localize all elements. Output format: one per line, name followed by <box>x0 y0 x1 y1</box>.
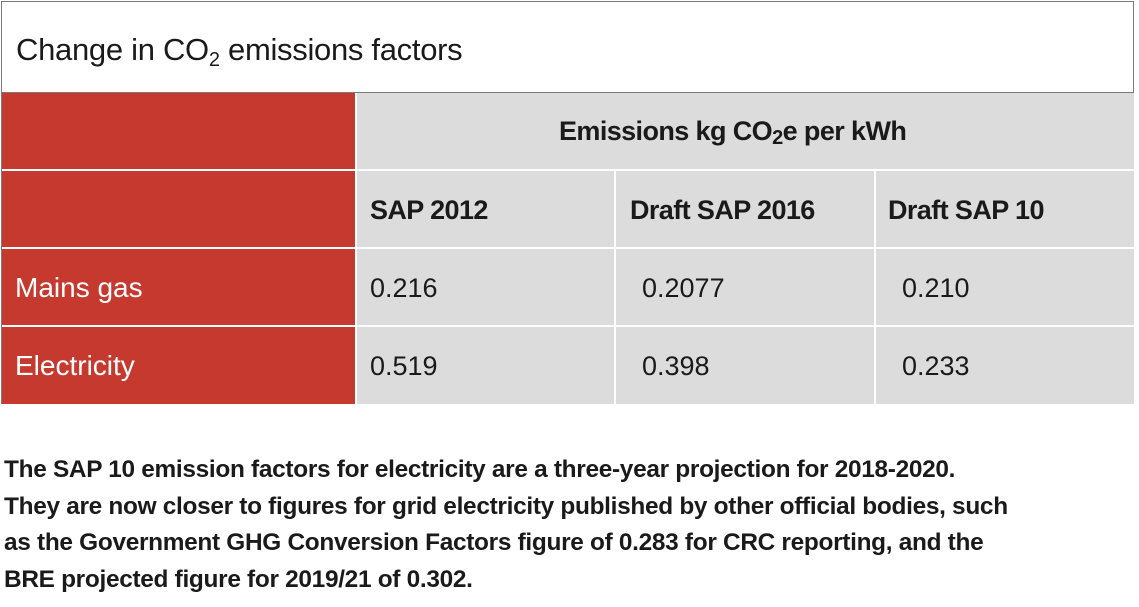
cell-value: 0.519 <box>370 351 438 381</box>
table-title: Change in CO2 emissions factors <box>16 32 463 71</box>
row-label-mains-gas: Mains gas <box>15 272 143 303</box>
column-header-sap-2012: SAP 2012 <box>370 195 488 225</box>
footnote-line: They are now closer to figures for grid … <box>4 492 1008 520</box>
footnote-line: BRE projected figure for 2019/21 of 0.30… <box>4 565 473 593</box>
cell-value: 0.2077 <box>642 273 725 303</box>
footnote-line: as the Government GHG Conversion Factors… <box>4 529 984 556</box>
grid-line <box>874 171 876 404</box>
title-divider <box>2 92 1134 93</box>
grid-line <box>2 247 1134 249</box>
cell-value: 0.210 <box>902 273 970 303</box>
column-header-draft-sap-10: Draft SAP 10 <box>888 195 1044 225</box>
cell-value: 0.398 <box>642 351 710 381</box>
table-title-bar: Change in CO2 emissions factors <box>2 2 1133 92</box>
grid-line <box>614 171 616 404</box>
footnote: The SAP 10 emission factors for electric… <box>4 452 1134 598</box>
cell-value: 0.233 <box>902 351 970 381</box>
grid-line <box>355 93 357 404</box>
grid-line <box>2 325 1134 327</box>
column-header-draft-sap-2016: Draft SAP 2016 <box>630 195 815 225</box>
cell-value: 0.216 <box>370 273 438 303</box>
unit-header: Emissions kg CO2e per kWh <box>559 116 907 149</box>
grid-line <box>2 169 1134 171</box>
row-label-electricity: Electricity <box>15 350 135 381</box>
footnote-line: The SAP 10 emission factors for electric… <box>4 456 956 483</box>
